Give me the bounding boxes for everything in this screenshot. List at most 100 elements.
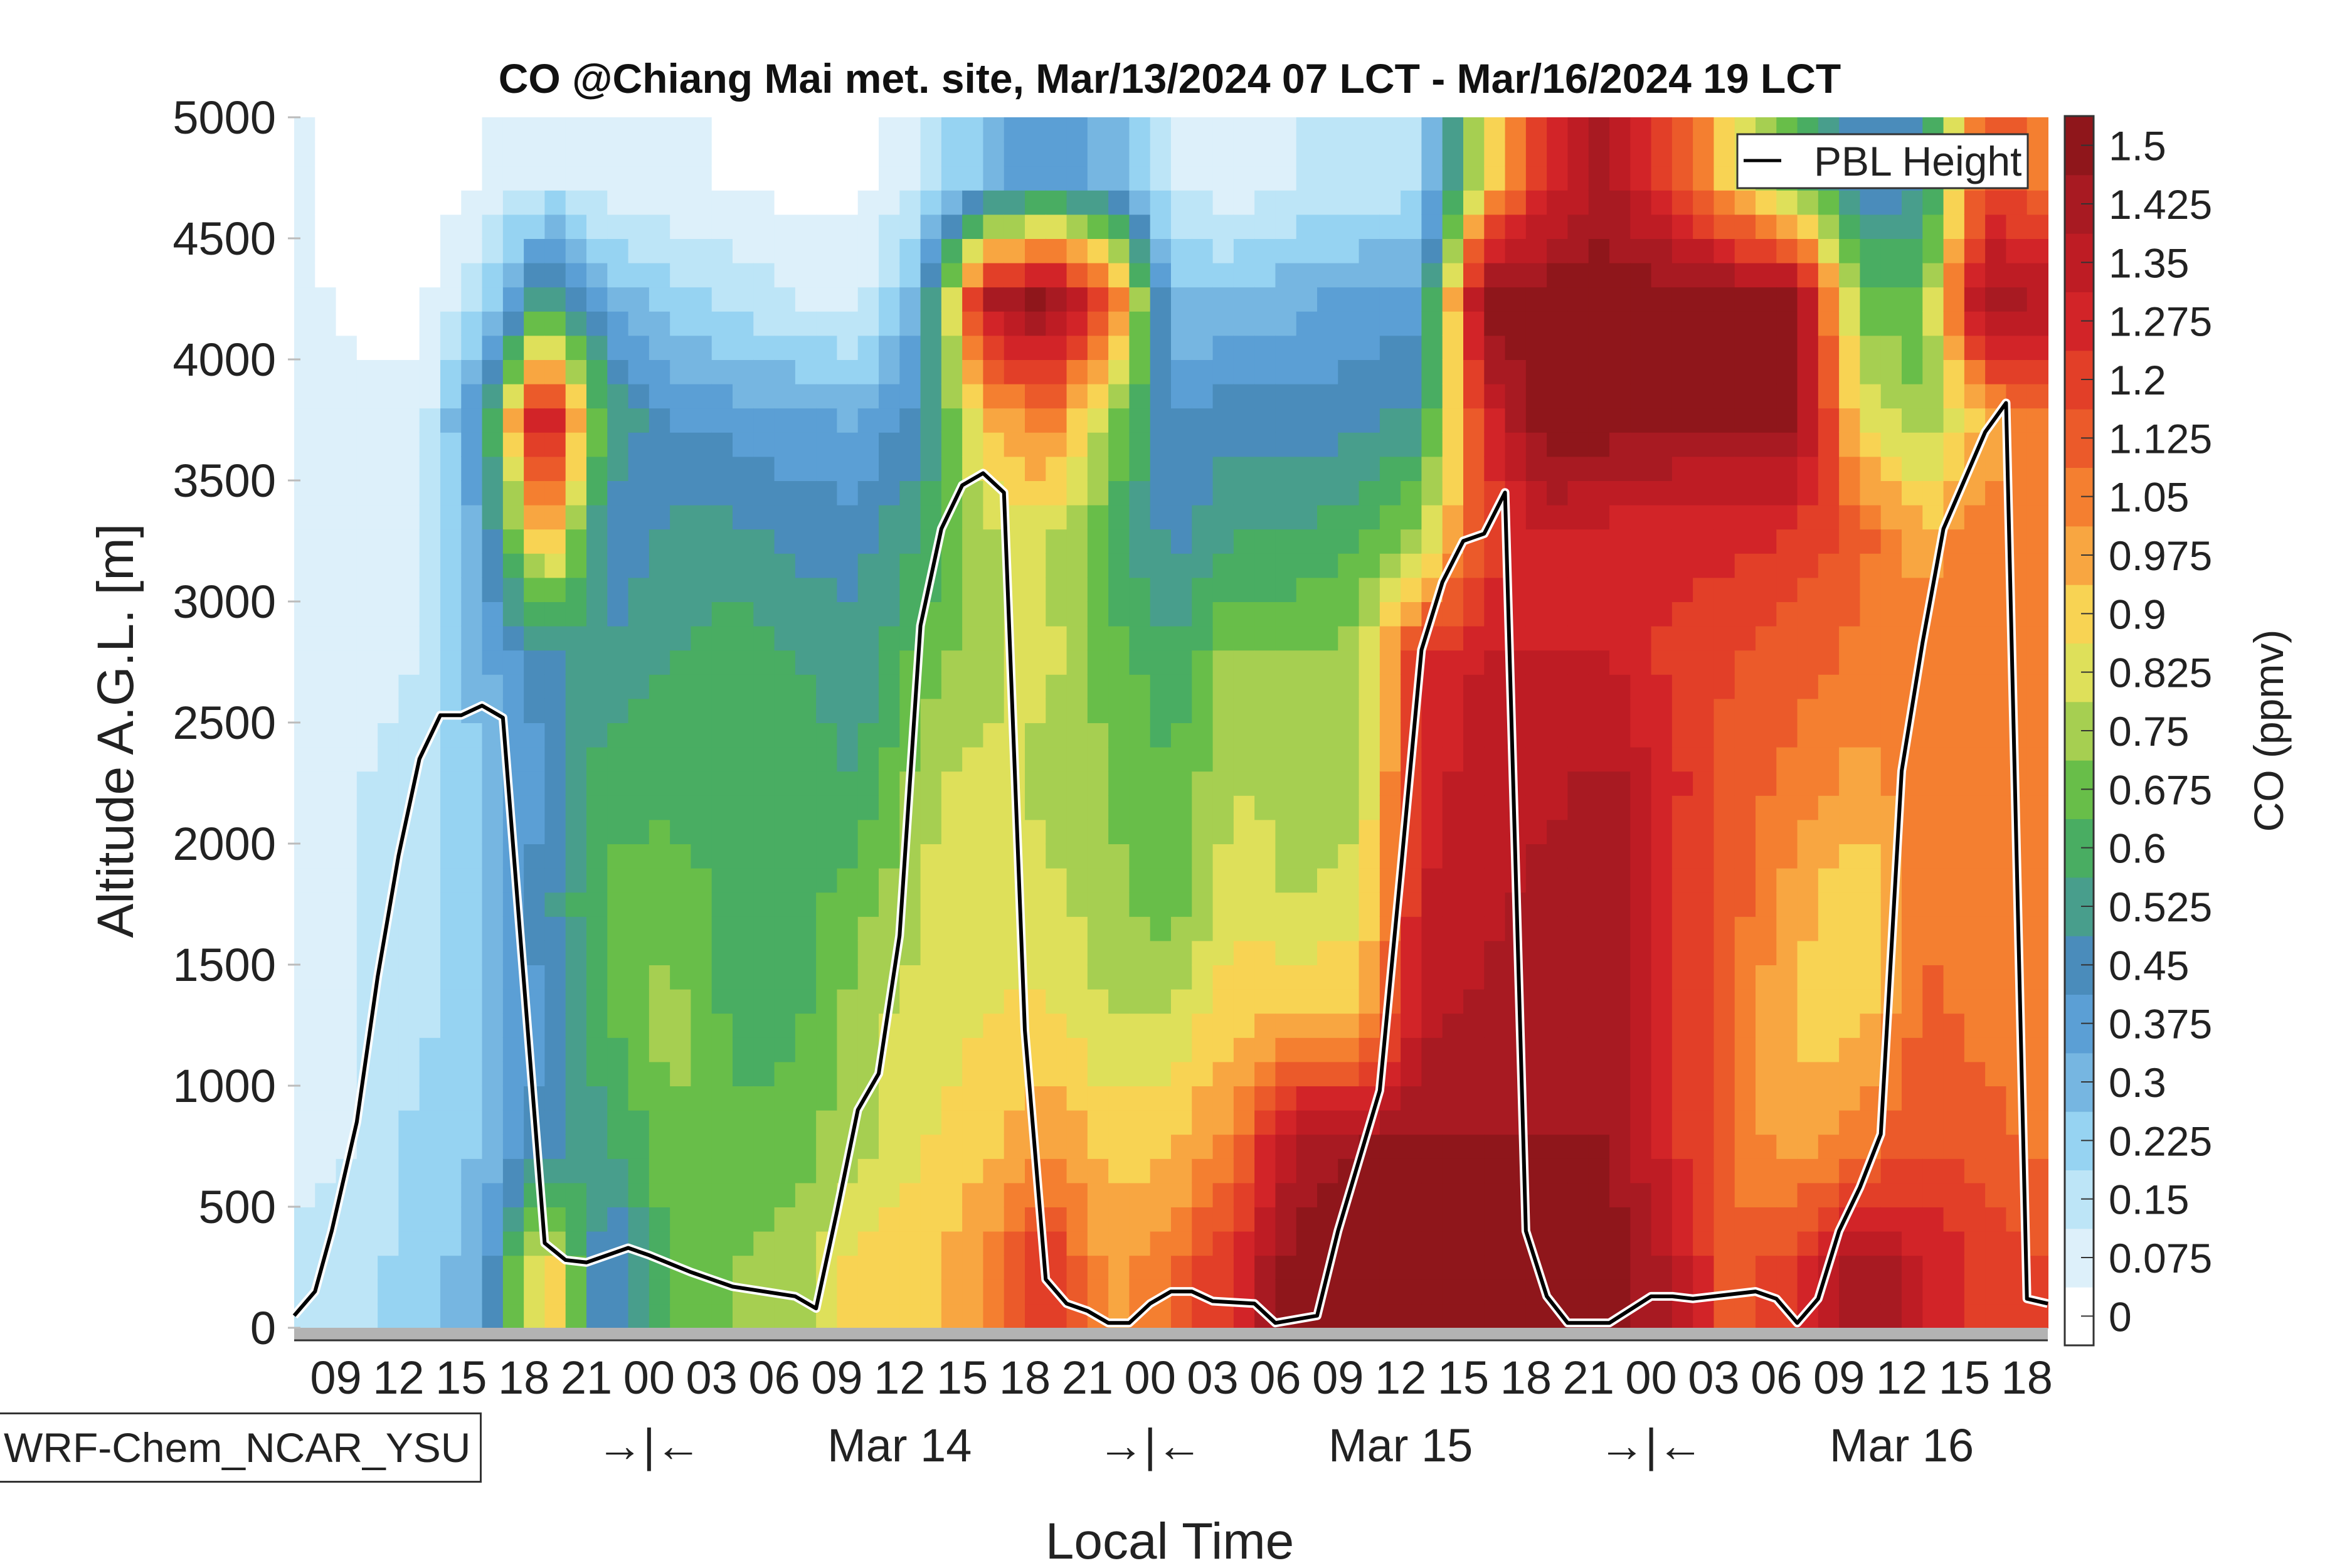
contour-cell (1671, 189, 1694, 215)
contour-cell (1046, 577, 1067, 602)
contour-cell (711, 1086, 733, 1111)
contour-cell (1171, 1013, 1193, 1038)
contour-cell (1421, 1158, 1443, 1184)
contour-cell (1150, 1303, 1172, 1328)
contour-cell (983, 1207, 1005, 1232)
contour-cell (899, 1231, 921, 1256)
contour-cell (502, 408, 525, 433)
contour-cell (378, 238, 400, 263)
contour-cell (774, 1086, 796, 1111)
x-tick-label: 00 (1625, 1352, 1677, 1404)
contour-cell (1839, 1013, 1861, 1038)
day-label: Mar 15 (1328, 1419, 1473, 1471)
contour-cell (1943, 1279, 1965, 1305)
contour-cell (607, 577, 629, 602)
contour-cell (1651, 867, 1673, 893)
contour-cell (1463, 1279, 1485, 1305)
contour-cell (920, 965, 942, 990)
contour-cell (1671, 650, 1694, 675)
contour-cell (1401, 1061, 1422, 1086)
contour-cell (1317, 723, 1339, 748)
contour-cell (1839, 1110, 1861, 1135)
contour-cell (315, 189, 337, 215)
contour-cell (962, 238, 984, 263)
contour-cell (1839, 262, 1861, 288)
contour-cell (711, 117, 733, 142)
contour-cell (649, 529, 671, 554)
contour-cell (1839, 1303, 1861, 1328)
contour-cell (336, 625, 358, 651)
contour-cell (1275, 771, 1297, 796)
contour-cell (1046, 553, 1067, 578)
contour-cell (983, 723, 1005, 748)
contour-cell (1442, 601, 1464, 627)
contour-cell (586, 166, 608, 191)
contour-cell (294, 892, 316, 917)
contour-cell (983, 674, 1005, 699)
contour-cell (2026, 238, 2048, 263)
contour-cell (1379, 117, 1402, 142)
contour-cell (1922, 940, 1944, 965)
contour-cell (1651, 1037, 1673, 1062)
contour-cell (1693, 1134, 1715, 1159)
contour-cell (294, 480, 316, 506)
contour-cell (1547, 456, 1569, 481)
contour-cell (1108, 819, 1130, 844)
contour-cell (440, 746, 462, 772)
contour-cell (837, 359, 859, 384)
contour-cell (336, 262, 358, 288)
contour-cell (795, 819, 817, 844)
contour-cell (1902, 214, 1924, 239)
contour-cell (1108, 262, 1130, 288)
contour-cell (1693, 674, 1715, 699)
contour-cell (1046, 988, 1067, 1014)
contour-cell (1525, 553, 1548, 578)
contour-cell (691, 553, 712, 578)
contour-cell (1651, 674, 1673, 699)
contour-cell (1233, 916, 1256, 941)
contour-cell (1880, 335, 1902, 360)
contour-cell (356, 625, 379, 651)
contour-cell (565, 310, 587, 336)
contour-cell (1421, 1182, 1443, 1207)
contour-cell (378, 795, 400, 820)
contour-cell (1401, 359, 1422, 384)
contour-cell (774, 1255, 796, 1280)
contour-cell (711, 1013, 733, 1038)
contour-cell (1254, 819, 1276, 844)
contour-cell (586, 1086, 608, 1111)
contour-cell (1463, 601, 1485, 627)
contour-cell (649, 795, 671, 820)
contour-cell (1484, 1207, 1506, 1232)
contour-cell (1776, 723, 1798, 748)
contour-cell (691, 287, 712, 312)
contour-cell (1902, 456, 1924, 481)
contour-cell (1025, 408, 1047, 433)
contour-cell (1484, 1231, 1506, 1256)
contour-cell (1004, 1255, 1025, 1280)
x-tick-label: 00 (623, 1352, 675, 1404)
contour-cell (1129, 625, 1151, 651)
contour-cell (1087, 189, 1110, 215)
contour-cell (1609, 1134, 1631, 1159)
contour-cell (1756, 892, 1777, 917)
contour-cell (586, 867, 608, 893)
contour-cell (1401, 141, 1422, 167)
contour-cell (1630, 844, 1652, 869)
contour-cell (1693, 795, 1715, 820)
contour-cell (1463, 988, 1485, 1014)
contour-cell (1108, 1158, 1130, 1184)
contour-cell (398, 601, 420, 627)
contour-cell (1442, 504, 1464, 530)
contour-cell (378, 141, 400, 167)
contour-cell (1025, 141, 1047, 167)
contour-cell (857, 1158, 879, 1184)
contour-cell (1212, 771, 1234, 796)
contour-cell (837, 456, 859, 481)
contour-cell (1547, 892, 1569, 917)
contour-cell (524, 529, 546, 554)
contour-cell (1756, 867, 1777, 893)
contour-cell (1108, 674, 1130, 699)
contour-cell (1714, 1231, 1735, 1256)
contour-cell (1275, 795, 1297, 820)
